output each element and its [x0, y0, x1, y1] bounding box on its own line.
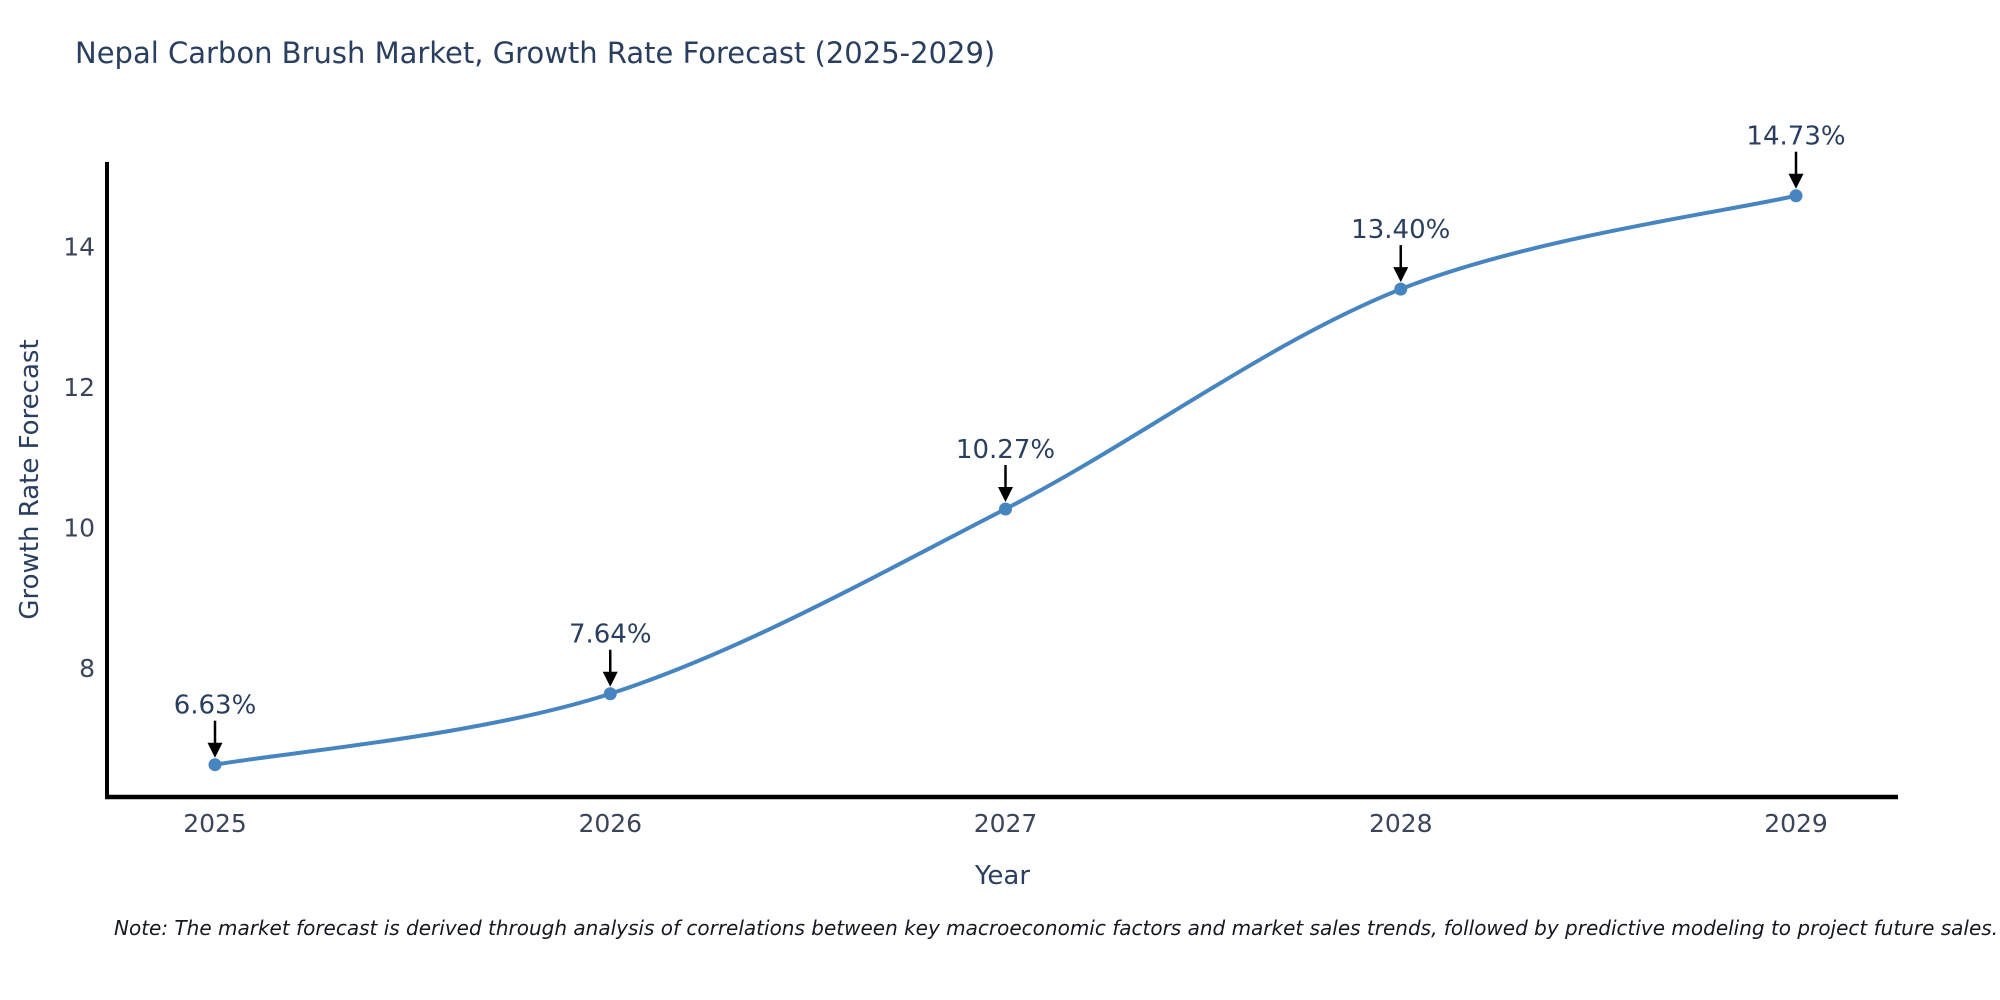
y-axis-title: Growth Rate Forecast — [15, 339, 45, 619]
x-tick-label: 2027 — [974, 809, 1038, 838]
methodology-note: Note: The market forecast is derived thr… — [114, 916, 1999, 940]
y-tick-label: 14 — [63, 232, 95, 261]
annotation-label: 6.63% — [174, 691, 257, 721]
y-tick-label: 12 — [63, 373, 95, 402]
data-point-marker[interactable] — [999, 502, 1012, 516]
annotation-label: 7.64% — [569, 620, 652, 650]
x-tick-label: 2029 — [1764, 809, 1828, 838]
x-tick-label: 2028 — [1369, 809, 1433, 838]
annotation-label: 10.27% — [956, 435, 1055, 465]
annotation-arrowhead — [602, 671, 618, 687]
annotation-arrowhead — [207, 742, 223, 758]
data-point-marker[interactable] — [603, 687, 617, 701]
annotation-arrowhead — [1788, 173, 1804, 189]
annotation-label: 13.40% — [1351, 215, 1450, 245]
y-tick-label: 8 — [79, 654, 95, 683]
y-tick-label: 10 — [63, 513, 95, 542]
chart-title: Nepal Carbon Brush Market, Growth Rate F… — [75, 36, 996, 70]
data-point-marker[interactable] — [1394, 282, 1408, 296]
annotation-label: 14.73% — [1746, 122, 1845, 152]
x-axis-title: Year — [974, 861, 1030, 891]
annotation-arrowhead — [1393, 267, 1409, 283]
data-point-marker[interactable] — [1789, 189, 1803, 203]
data-point-marker[interactable] — [208, 758, 222, 772]
x-tick-label: 2025 — [183, 809, 247, 838]
x-tick-label: 2026 — [578, 809, 642, 838]
annotation-arrowhead — [998, 487, 1013, 503]
